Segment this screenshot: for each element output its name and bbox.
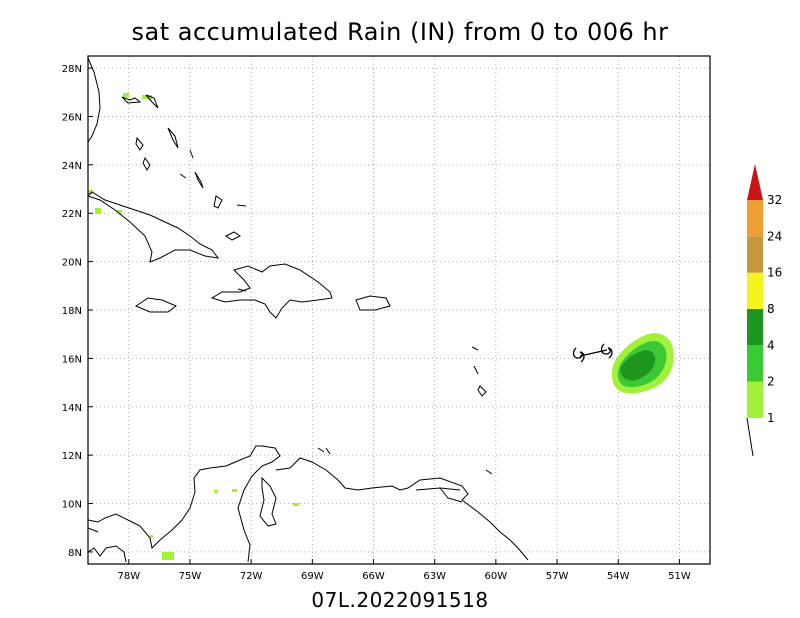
colorbar-label: 16 bbox=[767, 266, 782, 280]
case-id-footer: 07L.2022091518 bbox=[311, 588, 489, 612]
tick-label-lat: 14N bbox=[62, 403, 82, 414]
tick-label-lon: 63W bbox=[423, 571, 446, 582]
colorbar-label: 4 bbox=[767, 338, 775, 352]
coast-panama bbox=[88, 545, 127, 563]
colorbar-segment bbox=[747, 272, 763, 309]
tick-label-lon: 69W bbox=[301, 571, 324, 582]
rain-speck bbox=[162, 552, 174, 560]
rain-area-4in bbox=[620, 350, 656, 381]
tick-label-lat: 22N bbox=[62, 209, 82, 220]
colorbar-label: 1 bbox=[767, 411, 775, 425]
colorbar-max-triangle bbox=[747, 164, 763, 200]
tick-label-lon: 60W bbox=[485, 571, 508, 582]
coastlines bbox=[88, 57, 529, 563]
coast-islands-north bbox=[317, 447, 331, 455]
tick-label-lat: 8N bbox=[68, 548, 82, 559]
coast-cuba-isle bbox=[225, 231, 241, 241]
tick-label-lat: 24N bbox=[62, 161, 82, 172]
colorbar-min-line bbox=[746, 417, 754, 457]
tick-label-lat: 18N bbox=[62, 306, 82, 317]
colorbar-label: 32 bbox=[767, 193, 782, 207]
coast-bahamas-8 bbox=[179, 173, 187, 179]
colorbar-segment bbox=[747, 345, 763, 382]
coast-hispaniola bbox=[210, 263, 333, 319]
grid-lines bbox=[88, 56, 710, 564]
tick-label-lat: 26N bbox=[62, 112, 82, 123]
rain-speck bbox=[293, 503, 299, 506]
coast-coast-detail bbox=[415, 487, 461, 491]
coast-bahamas-1 bbox=[121, 96, 142, 104]
coast-bahamas-10 bbox=[236, 204, 247, 207]
colorbar-segment bbox=[747, 236, 763, 273]
coast-florida bbox=[88, 57, 101, 143]
coast-lake-maracaibo bbox=[259, 476, 277, 527]
coast-south-america bbox=[88, 445, 281, 563]
coast-jamaica bbox=[134, 297, 177, 313]
rain-speck bbox=[142, 95, 152, 99]
rain-speck bbox=[150, 535, 153, 538]
tick-label-lon: 66W bbox=[362, 571, 385, 582]
colorbar-segment bbox=[747, 381, 763, 418]
coast-bahamas-5 bbox=[167, 127, 179, 149]
tick-label-lon: 51W bbox=[668, 571, 691, 582]
coast-hispaniola-isle bbox=[237, 288, 247, 292]
coast-bahamas-2 bbox=[145, 94, 159, 109]
rain-speck bbox=[214, 490, 218, 493]
tick-label-lon: 72W bbox=[240, 571, 263, 582]
colorbar-segment bbox=[747, 200, 763, 237]
coast-bahamas-3 bbox=[135, 136, 144, 151]
tick-label-lat: 12N bbox=[62, 451, 82, 462]
tick-label-lat: 16N bbox=[62, 354, 82, 365]
tick-label-lon: 75W bbox=[179, 571, 202, 582]
colorbar-label: 8 bbox=[767, 302, 775, 316]
coast-nicaragua bbox=[88, 527, 99, 533]
coast-bahamas-4 bbox=[142, 156, 151, 171]
colorbar-label: 24 bbox=[767, 229, 782, 243]
coast-puerto-rico bbox=[355, 295, 391, 311]
colorbar-label: 2 bbox=[767, 375, 775, 389]
hurricane-icon bbox=[572, 347, 585, 363]
tick-label-lon: 78W bbox=[117, 571, 140, 582]
colorbar-segment bbox=[747, 309, 763, 346]
rain-speck bbox=[88, 190, 93, 194]
coast-bahamas-9 bbox=[213, 195, 223, 209]
coast-venezuela bbox=[275, 457, 529, 561]
axis-ticks: 78W 75W 72W 69W 66W 63W 60W 57W 54W 51W 8N 10N 12N 14… bbox=[62, 64, 691, 582]
tick-label-lon: 54W bbox=[607, 571, 630, 582]
tick-label-lat: 20N bbox=[62, 258, 82, 269]
rain-speck bbox=[123, 93, 129, 97]
coast-bahamas-6 bbox=[189, 149, 194, 159]
hurricane-icon bbox=[600, 343, 613, 359]
tick-label-lon: 57W bbox=[546, 571, 569, 582]
coast-antilles-2 bbox=[473, 365, 479, 375]
rain-speck bbox=[95, 208, 101, 214]
coast-cuba bbox=[88, 191, 220, 263]
tick-label-lat: 10N bbox=[62, 500, 82, 511]
rain-speck bbox=[117, 210, 122, 213]
tick-label-lat: 28N bbox=[62, 64, 82, 75]
rainfall-layer bbox=[88, 93, 674, 560]
coast-antilles-3 bbox=[477, 385, 487, 397]
coast-antilles-4 bbox=[485, 469, 493, 475]
coast-antilles-1 bbox=[471, 346, 479, 351]
chart-title: sat accumulated Rain (IN) from 0 to 006 … bbox=[131, 18, 669, 46]
coast-trinidad bbox=[439, 487, 463, 503]
storm-track-symbol bbox=[572, 343, 613, 363]
coast-bahamas-7 bbox=[194, 171, 204, 189]
rain-speck bbox=[232, 489, 237, 492]
